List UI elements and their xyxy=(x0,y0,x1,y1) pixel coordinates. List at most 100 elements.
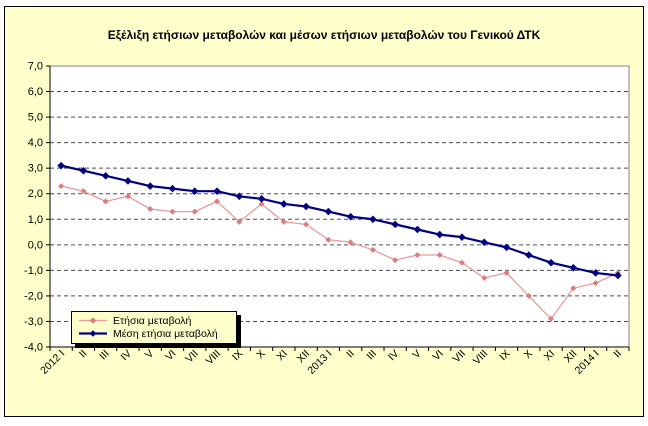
data-point-marker xyxy=(346,212,355,221)
data-point-marker xyxy=(213,187,221,195)
x-tick-label: VIII xyxy=(471,348,491,368)
data-point-marker xyxy=(102,198,109,205)
y-tick-label: 3,0 xyxy=(28,163,43,175)
legend-label-annual: Ετήσια μεταβολή xyxy=(113,314,192,327)
data-point-marker xyxy=(524,251,533,259)
data-point-marker xyxy=(147,206,154,213)
x-tick-label: IX xyxy=(497,348,513,364)
data-point-marker xyxy=(191,208,198,215)
data-point-marker xyxy=(303,221,310,228)
data-point-marker xyxy=(369,215,377,224)
x-tick-label: VII xyxy=(183,348,201,366)
data-point-marker xyxy=(80,188,87,195)
data-point-marker xyxy=(124,177,132,185)
data-point-marker xyxy=(481,275,488,282)
data-point-marker xyxy=(235,192,244,201)
x-tick-label: XII xyxy=(295,348,313,366)
data-point-marker xyxy=(302,202,310,211)
data-point-marker xyxy=(547,258,555,267)
data-point-marker xyxy=(58,183,65,190)
data-point-marker xyxy=(502,243,511,252)
data-point-marker xyxy=(57,161,65,170)
data-point-marker xyxy=(436,252,443,259)
legend-item-annual: Ετήσια μεταβολή xyxy=(78,314,232,327)
data-point-marker xyxy=(592,280,599,287)
x-tick-label: 2013 I xyxy=(305,348,334,377)
data-point-marker xyxy=(169,208,176,215)
y-tick-label: -1,0 xyxy=(24,265,43,277)
data-point-marker xyxy=(214,198,221,205)
data-point-marker xyxy=(569,264,578,272)
x-tick-label: VII xyxy=(451,348,469,366)
data-point-marker xyxy=(458,259,465,266)
data-point-marker xyxy=(413,225,422,234)
data-point-marker xyxy=(79,166,88,175)
x-tick-label: VIII xyxy=(204,348,224,368)
data-point-marker xyxy=(480,238,489,247)
y-tick-label: 1,0 xyxy=(28,214,43,226)
data-point-marker xyxy=(257,195,266,203)
data-point-marker xyxy=(168,184,177,193)
data-point-marker xyxy=(392,257,399,264)
data-point-marker xyxy=(325,236,332,243)
data-point-marker xyxy=(190,187,199,195)
data-point-marker xyxy=(503,269,510,276)
data-point-marker xyxy=(258,200,265,207)
x-tick-label: IV xyxy=(386,348,402,364)
data-point-marker xyxy=(101,172,110,180)
data-point-marker xyxy=(391,220,399,229)
legend: Ετήσια μεταβολή Μέση ετήσια μεταβολή xyxy=(71,311,237,344)
y-tick-label: -2,0 xyxy=(24,290,43,302)
x-tick-label: XI xyxy=(542,348,558,364)
annual-series-swatch-icon xyxy=(79,317,107,324)
legend-item-average: Μέση ετήσια μεταβολή xyxy=(78,327,232,340)
x-tick-label: III xyxy=(364,348,379,363)
x-tick-label: II xyxy=(344,348,357,361)
x-tick-label: V xyxy=(143,348,156,361)
data-point-marker xyxy=(458,233,466,241)
average-annual-change-line xyxy=(60,164,618,277)
legend-label-average: Μέση ετήσια μεταβολή xyxy=(113,327,218,340)
y-tick-label: 2,0 xyxy=(28,188,43,200)
y-tick-label: 6,0 xyxy=(28,86,43,98)
y-tick-label: -4,0 xyxy=(24,342,43,354)
x-tick-label: VI xyxy=(430,348,446,364)
data-point-marker xyxy=(369,246,376,253)
x-tick-label: X xyxy=(521,348,534,361)
chart-title: Εξέλιξη ετήσιων μεταβολών και μέσων ετήσ… xyxy=(107,28,541,42)
x-tick-label: X xyxy=(254,348,267,361)
data-point-marker xyxy=(124,193,131,200)
x-tick-label: 2014 I xyxy=(573,348,602,377)
data-point-marker xyxy=(525,292,532,299)
data-point-marker xyxy=(280,218,287,225)
data-point-marker xyxy=(591,269,600,277)
data-point-marker xyxy=(548,315,555,322)
y-tick-label: 4,0 xyxy=(28,137,43,149)
x-tick-label: II xyxy=(77,348,90,361)
data-point-marker xyxy=(324,207,333,216)
x-tick-label: VI xyxy=(163,348,179,364)
data-point-marker xyxy=(570,285,577,292)
annual-change-line xyxy=(60,185,619,320)
data-point-marker xyxy=(146,182,155,190)
data-point-marker xyxy=(414,252,421,259)
data-point-marker xyxy=(347,239,354,246)
x-tick-label: II xyxy=(611,348,624,361)
y-tick-label: 7,0 xyxy=(28,61,43,73)
x-tick-label: IX xyxy=(230,348,246,364)
data-point-marker xyxy=(614,271,622,280)
x-tick-label: V xyxy=(410,348,423,361)
y-tick-label: 0,0 xyxy=(28,239,43,251)
x-tick-label: IV xyxy=(119,348,135,364)
average-series-swatch-icon xyxy=(79,330,107,337)
x-tick-label: XII xyxy=(562,348,580,366)
y-tick-label: 5,0 xyxy=(28,112,43,124)
data-point-marker xyxy=(236,218,243,225)
plot-area xyxy=(49,65,630,348)
x-tick-label: XI xyxy=(274,348,290,364)
data-point-marker xyxy=(435,230,444,239)
y-tick-label: -3,0 xyxy=(24,316,43,328)
data-point-marker xyxy=(280,200,288,208)
